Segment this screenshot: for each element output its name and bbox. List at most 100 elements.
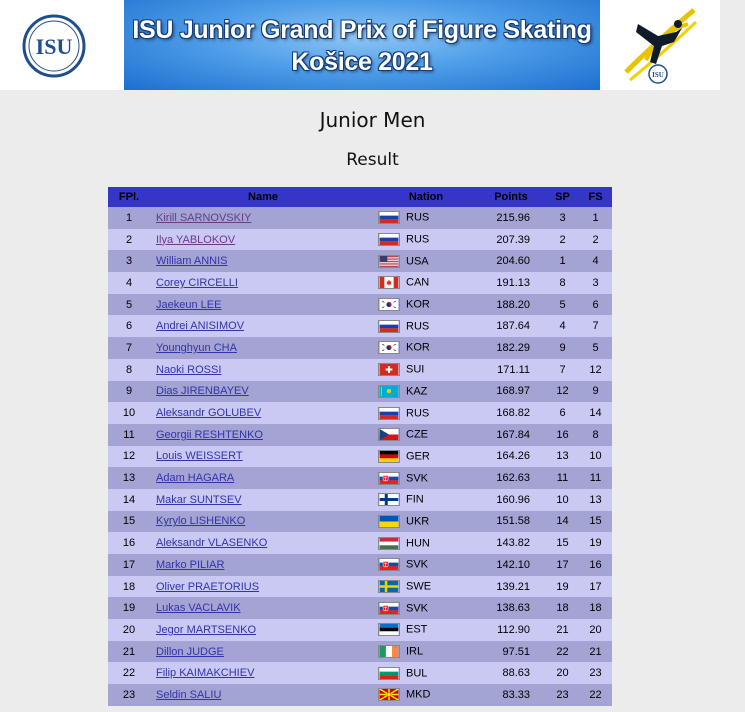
- sp-rank-cell: 6: [546, 402, 579, 424]
- skater-link[interactable]: Kirill SARNOVSKIY: [156, 211, 252, 224]
- nation-cell: SVK: [376, 554, 476, 576]
- rus-flag-icon: [378, 233, 400, 247]
- skater-link[interactable]: Lukas VACLAVIK: [156, 602, 241, 615]
- table-row: 5 Jaekeun LEE KOR 188.20 5 6: [108, 293, 612, 316]
- points-cell: 171.11: [476, 358, 546, 381]
- bul-flag-icon: [378, 666, 400, 680]
- fs-rank-cell: 20: [579, 619, 612, 641]
- fs-rank-cell: 1: [579, 207, 612, 229]
- nation-cell: MKD: [376, 684, 476, 706]
- skater-link[interactable]: Filip KAIMAKCHIEV: [156, 667, 255, 680]
- skater-link[interactable]: Marko PILIAR: [156, 558, 225, 571]
- nation-code: FIN: [406, 493, 424, 506]
- results-body: 1 Kirill SARNOVSKIY RUS 215.96 3 1 2 Ilya YABLO…: [108, 207, 612, 706]
- skater-link[interactable]: Georgii RESHTENKO: [156, 428, 263, 441]
- skater-link[interactable]: Makar SUNTSEV: [156, 493, 242, 506]
- fs-rank-cell: 11: [579, 467, 612, 489]
- skater-link[interactable]: Oliver PRAETORIUS: [156, 580, 260, 593]
- placement-cell: 15: [108, 510, 150, 533]
- points-cell: 88.63: [476, 662, 546, 685]
- nation-code: SVK: [406, 558, 429, 571]
- table-row: 15 Kyrylo LISHENKO UKR 151.58 14 15: [108, 510, 612, 533]
- table-row: 13 Adam HAGARA SVK 162.63 11 11: [108, 467, 612, 489]
- skater-link[interactable]: Dillon JUDGE: [156, 645, 224, 658]
- table-header-row: FPl. Name Nation Points SP FS: [108, 187, 612, 207]
- nation-code: MKD: [406, 688, 431, 701]
- nation-code: SVK: [406, 602, 429, 615]
- fs-rank-cell: 15: [579, 510, 612, 533]
- points-cell: 97.51: [476, 640, 546, 663]
- skater-link[interactable]: Dias JIRENBAYEV: [156, 385, 249, 398]
- nation-code: KOR: [406, 298, 430, 311]
- fin-flag-icon: [378, 493, 400, 507]
- fs-rank-cell: 21: [579, 640, 612, 663]
- skater-link[interactable]: Naoki ROSSI: [156, 363, 222, 376]
- sui-flag-icon: [378, 363, 400, 377]
- table-row: 22 Filip KAIMAKCHIEV BUL 88.63 20 23: [108, 662, 612, 685]
- sp-rank-cell: 13: [546, 445, 579, 468]
- col-header-points: Points: [476, 187, 546, 207]
- sp-rank-cell: 23: [546, 684, 579, 706]
- sp-rank-cell: 16: [546, 423, 579, 446]
- name-cell: Oliver PRAETORIUS: [150, 575, 376, 598]
- name-cell: Adam HAGARA: [150, 467, 376, 489]
- points-cell: 167.84: [476, 423, 546, 446]
- nation-cell: SWE: [376, 575, 476, 598]
- isu-logo: ISU: [22, 14, 86, 78]
- fs-rank-cell: 23: [579, 662, 612, 685]
- nation-code: SUI: [406, 363, 425, 376]
- name-cell: Aleksandr VLASENKO: [150, 532, 376, 554]
- skater-link[interactable]: Aleksandr VLASENKO: [156, 537, 268, 550]
- name-cell: Louis WEISSERT: [150, 445, 376, 468]
- skater-logo: ISU: [624, 8, 698, 84]
- rus-flag-icon: [378, 406, 400, 420]
- svk-flag-icon: [378, 558, 400, 572]
- table-row: 23 Seldin SALIU MKD 83.33 23 22: [108, 684, 612, 706]
- skater-link[interactable]: Louis WEISSERT: [156, 450, 243, 463]
- skater-link[interactable]: Andrei ANISIMOV: [156, 320, 245, 333]
- col-header-fs: FS: [579, 187, 612, 207]
- skater-link[interactable]: Ilya YABLOKOV: [156, 233, 236, 246]
- points-cell: 188.20: [476, 293, 546, 316]
- name-cell: Dillon JUDGE: [150, 640, 376, 663]
- skater-link[interactable]: Younghyun CHA: [156, 341, 237, 354]
- placement-cell: 22: [108, 662, 150, 685]
- placement-cell: 12: [108, 445, 150, 468]
- skater-link[interactable]: Kyrylo LISHENKO: [156, 515, 246, 528]
- skater-link[interactable]: Jegor MARTSENKO: [156, 623, 257, 636]
- table-row: 8 Naoki ROSSI SUI 171.11 7 12: [108, 358, 612, 381]
- fs-rank-cell: 8: [579, 423, 612, 446]
- est-flag-icon: [378, 623, 400, 637]
- fs-rank-cell: 7: [579, 315, 612, 338]
- skater-link[interactable]: Aleksandr GOLUBEV: [156, 407, 262, 420]
- skater-link[interactable]: Adam HAGARA: [156, 472, 235, 485]
- sp-rank-cell: 12: [546, 380, 579, 403]
- placement-cell: 3: [108, 250, 150, 273]
- skater-link[interactable]: Jaekeun LEE: [156, 298, 222, 311]
- nation-code: RUS: [406, 320, 430, 333]
- name-cell: Ilya YABLOKOV: [150, 228, 376, 251]
- nation-code: RUS: [406, 406, 430, 419]
- nation-cell: GER: [376, 445, 476, 468]
- fs-rank-cell: 22: [579, 684, 612, 706]
- col-header-name: Name: [150, 187, 376, 207]
- table-row: 6 Andrei ANISIMOV RUS 187.64 4 7: [108, 315, 612, 338]
- placement-cell: 23: [108, 684, 150, 706]
- banner-title-panel: ISU Junior Grand Prix of Figure Skating …: [124, 0, 600, 90]
- skater-link[interactable]: Corey CIRCELLI: [156, 276, 238, 289]
- name-cell: Andrei ANISIMOV: [150, 315, 376, 338]
- name-cell: Dias JIRENBAYEV: [150, 380, 376, 403]
- skater-link[interactable]: Seldin SALIU: [156, 688, 222, 701]
- points-cell: 143.82: [476, 532, 546, 554]
- name-cell: Seldin SALIU: [150, 684, 376, 706]
- table-row: 18 Oliver PRAETORIUS SWE 139.21 19 17: [108, 575, 612, 598]
- placement-cell: 14: [108, 488, 150, 511]
- name-cell: Makar SUNTSEV: [150, 488, 376, 511]
- placement-cell: 8: [108, 358, 150, 381]
- name-cell: Marko PILIAR: [150, 554, 376, 576]
- sp-rank-cell: 14: [546, 510, 579, 533]
- svk-flag-icon: [378, 471, 400, 485]
- table-row: 14 Makar SUNTSEV FIN 160.96 10 13: [108, 488, 612, 511]
- skater-link[interactable]: William ANNIS: [156, 255, 228, 268]
- header-banner: ISU ISU Junior Grand Prix of Figure Skat…: [0, 0, 720, 90]
